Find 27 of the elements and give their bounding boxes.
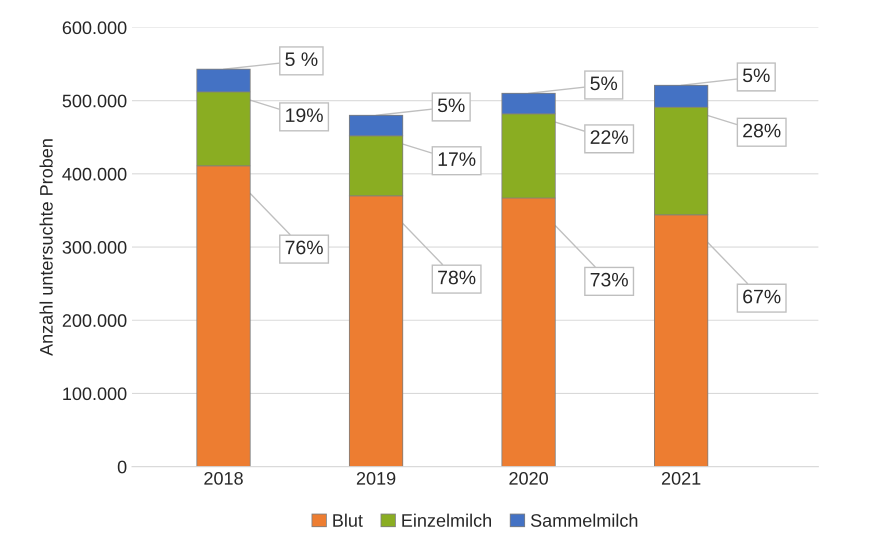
y-tick-label: 500.000 bbox=[62, 94, 126, 108]
annotation: 19% bbox=[286, 108, 323, 122]
annotation: 67% bbox=[743, 290, 780, 304]
annotation: 22% bbox=[590, 130, 628, 144]
x-tick-label: 2018 bbox=[204, 472, 243, 485]
legend-label: Einzelmilch bbox=[402, 514, 491, 527]
annotation: 73% bbox=[590, 272, 628, 287]
x-tick-label: 2019 bbox=[356, 472, 396, 485]
y-tick-label: 200.000 bbox=[62, 314, 126, 327]
y-tick-label: 0 bbox=[118, 460, 126, 474]
annotation: 5% bbox=[743, 68, 770, 82]
legend-label: Blut bbox=[333, 514, 363, 527]
y-tick-label: 100.000 bbox=[63, 387, 126, 400]
y-tick-label: 400.000 bbox=[62, 168, 126, 181]
x-tick-label: 2020 bbox=[509, 472, 548, 485]
annotation: 17% bbox=[438, 152, 476, 166]
y-tick-label: 300.000 bbox=[62, 240, 126, 254]
annotation: 5 % bbox=[285, 52, 318, 66]
x-tick-label: 2021 bbox=[662, 472, 700, 485]
annotation: 78% bbox=[438, 270, 476, 284]
y-axis-title: Anzahl untersuchte Proben bbox=[39, 139, 53, 356]
annotation: 76% bbox=[286, 240, 323, 254]
legend-label: Sammelmilch bbox=[530, 514, 638, 527]
y-tick-label: 600.000 bbox=[62, 21, 126, 34]
annotation: 28% bbox=[743, 124, 780, 138]
annotation: 5% bbox=[590, 76, 618, 90]
annotation: 5% bbox=[438, 98, 465, 112]
